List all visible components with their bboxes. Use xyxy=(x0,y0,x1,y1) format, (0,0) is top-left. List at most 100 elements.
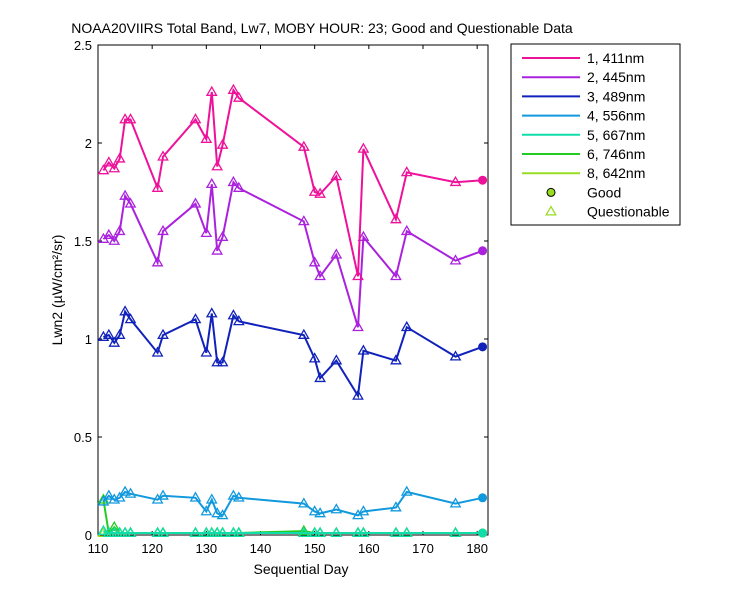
data-point-questionable xyxy=(352,389,364,400)
data-point-questionable xyxy=(157,328,169,339)
data-point-questionable xyxy=(124,526,137,537)
series-line-2-445nm xyxy=(102,180,483,328)
x-tick-label: 140 xyxy=(250,541,272,556)
data-point-questionable xyxy=(449,497,462,508)
data-point-questionable xyxy=(119,189,131,200)
legend-marker-questionable xyxy=(545,205,557,216)
x-tick-label: 120 xyxy=(141,541,163,556)
y-tick-label: 2 xyxy=(85,136,92,151)
data-point-questionable xyxy=(108,520,121,532)
data-point-questionable xyxy=(113,224,126,236)
data-point-questionable xyxy=(449,350,462,361)
legend-label: Good xyxy=(587,184,621,200)
data-point-questionable xyxy=(297,526,310,537)
legend-label: 4, 556nm xyxy=(587,108,645,124)
series-line-4-556nm xyxy=(102,490,483,517)
data-point-questionable xyxy=(357,526,370,537)
data-point-questionable xyxy=(390,213,402,224)
x-axis-label: Sequential Day xyxy=(254,561,349,577)
data-point-questionable xyxy=(232,91,245,102)
data-point-questionable xyxy=(390,526,402,537)
data-point-questionable xyxy=(330,354,343,365)
data-point-questionable xyxy=(200,505,213,516)
data-point-good xyxy=(478,246,488,256)
series-line-3-489nm xyxy=(103,309,483,399)
series-line-1-411nm xyxy=(102,87,483,277)
data-point-questionable xyxy=(308,185,321,196)
data-point-questionable xyxy=(314,507,326,518)
data-point-questionable xyxy=(189,491,202,502)
data-point-questionable xyxy=(314,526,326,537)
data-point-questionable xyxy=(357,505,370,516)
data-point-questionable xyxy=(216,356,229,367)
data-point-questionable xyxy=(124,113,137,124)
data-point-questionable xyxy=(200,346,213,357)
data-point-questionable xyxy=(227,309,240,320)
data-point-questionable xyxy=(216,138,229,149)
data-point-questionable xyxy=(205,493,218,504)
data-point-questionable xyxy=(232,181,245,192)
data-point-questionable xyxy=(449,526,462,537)
data-point-questionable xyxy=(157,489,169,500)
data-point-questionable xyxy=(102,489,115,500)
data-point-questionable xyxy=(124,313,137,324)
data-point-questionable xyxy=(189,197,202,208)
data-point-questionable xyxy=(330,248,343,259)
data-point-questionable xyxy=(113,152,126,163)
data-point-questionable xyxy=(102,228,115,240)
data-point-questionable xyxy=(216,230,229,241)
data-point-good xyxy=(478,342,488,352)
data-point-questionable xyxy=(400,485,413,496)
data-point-questionable xyxy=(108,336,121,347)
data-point-questionable xyxy=(200,132,213,143)
data-point-questionable xyxy=(157,526,169,537)
data-point-questionable xyxy=(330,170,343,181)
data-point-questionable xyxy=(314,269,326,281)
data-point-questionable xyxy=(308,256,321,267)
data-point-questionable xyxy=(113,328,126,339)
data-point-questionable xyxy=(102,328,115,339)
legend-label: Questionable xyxy=(587,204,670,220)
data-point-questionable xyxy=(308,505,321,516)
data-point-questionable xyxy=(189,113,202,124)
x-tick-label: 130 xyxy=(195,541,217,556)
x-tick-label: 180 xyxy=(466,541,488,556)
data-point-questionable xyxy=(157,150,169,161)
legend-label: 6, 746nm xyxy=(587,146,645,162)
data-point-questionable xyxy=(124,197,137,208)
data-point-questionable xyxy=(205,85,218,96)
data-point-questionable xyxy=(400,526,413,537)
data-point-questionable xyxy=(232,491,245,502)
data-point-good xyxy=(478,175,488,185)
legend-label: 5, 667nm xyxy=(587,127,645,143)
plot-frame xyxy=(97,44,489,536)
data-point-questionable xyxy=(297,328,310,339)
data-point-questionable xyxy=(151,346,164,357)
data-point-questionable xyxy=(352,320,364,332)
data-point-questionable xyxy=(297,497,310,508)
data-point-questionable xyxy=(227,489,240,500)
legend-label: 1, 411nm xyxy=(587,50,644,66)
data-point-questionable xyxy=(189,526,202,537)
x-tick-label: 110 xyxy=(88,541,109,556)
data-point-questionable xyxy=(400,224,413,236)
x-tick-label: 150 xyxy=(304,541,326,556)
data-point-questionable xyxy=(108,162,121,173)
data-point-questionable xyxy=(216,526,229,537)
data-point-questionable xyxy=(352,269,364,281)
y-tick-label: 1 xyxy=(85,332,92,347)
data-point-good xyxy=(478,528,488,538)
data-point-questionable xyxy=(157,224,169,236)
data-point-questionable xyxy=(205,177,218,189)
series-line-5-667nm xyxy=(103,530,483,534)
data-point-questionable xyxy=(297,215,310,226)
data-point-questionable xyxy=(124,487,137,498)
data-point-questionable xyxy=(449,175,462,187)
data-point-questionable xyxy=(297,140,310,151)
chart-title: NOAA20VIIRS Total Band, Lw7, MOBY HOUR: … xyxy=(71,20,573,36)
x-tick-label: 160 xyxy=(358,541,380,556)
data-point-questionable xyxy=(102,156,115,167)
data-point-questionable xyxy=(232,526,245,537)
data-point-questionable xyxy=(119,305,131,316)
